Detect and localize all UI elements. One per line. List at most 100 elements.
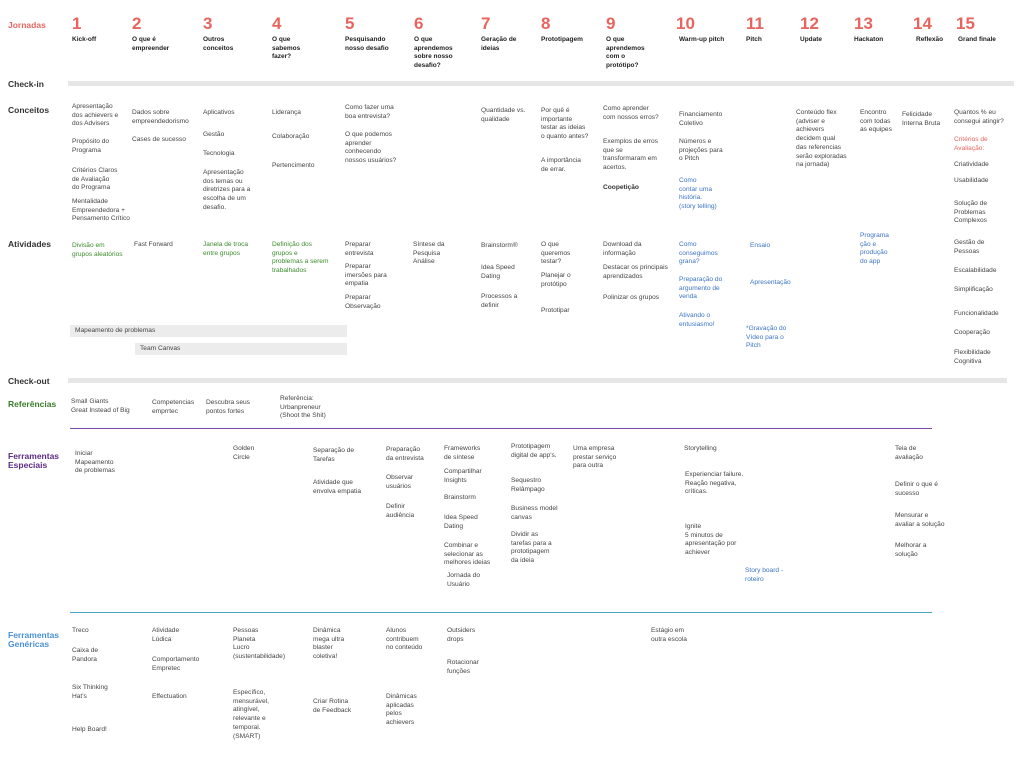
special-tool-item: Preparação da entrevista <box>386 446 424 462</box>
concept-item: Exemplos de erros que se transformaram e… <box>603 138 658 172</box>
concept-item: Funcionalidade <box>954 310 999 317</box>
reference-item: Small Giants Great Instead of Big <box>71 398 130 414</box>
special-tool-item: Experienciar failure. Reação negativa, c… <box>685 471 744 496</box>
activity-item: Fast Forward <box>134 241 173 248</box>
activity-item: Brainstorm® <box>481 242 518 249</box>
col-number: 14 <box>913 14 932 33</box>
activity-item: Apresentação <box>750 279 791 286</box>
concept-item: Mentalidade Empreendedora + Pensamento C… <box>72 198 130 223</box>
activity-item: Ativando o entusiasmo! <box>679 312 715 328</box>
col-title: Warm-up pitch <box>679 36 725 43</box>
col-number: 11 <box>746 14 764 33</box>
col-number: 13 <box>854 14 873 33</box>
concept-item: Cases de sucesso <box>132 136 186 143</box>
reference-item: Referência: Urbanpreneur (Shoot the Shit… <box>280 395 326 420</box>
activity-item: *Gravação do Vídeo para o Pitch <box>746 325 787 350</box>
special-tool-item: Sequestro Relâmpago <box>511 477 545 493</box>
concept-item: Dados sobre empreendedorismo <box>132 109 189 125</box>
activity-item: Processos a definir <box>481 293 518 309</box>
activity-item: Síntese da Pesquisa Análise <box>413 241 445 266</box>
col-title: Pesquisando nosso desafio <box>345 36 389 52</box>
row-label-referencias: Referências <box>8 399 57 409</box>
col-number: 6 <box>414 14 424 33</box>
special-tool-item: Frameworks de síntese <box>444 445 481 461</box>
concept-item: Usabilidade <box>954 177 989 184</box>
special-tool-item: Definir o que é sucesso <box>895 481 938 497</box>
concept-item: Critérios de Avaliação: <box>954 136 988 152</box>
checkin-bar <box>68 81 1014 86</box>
activity-item: O que queremos testar? <box>541 241 571 266</box>
concept-item: Escalabilidade <box>954 267 997 274</box>
col-title: O que aprendemos sobre nosso desafio? <box>414 36 453 69</box>
special-tool-item: Jornada do Usuário <box>447 572 480 588</box>
generic-tool-item: Atividade Lúdica <box>152 627 180 643</box>
activity-item: Como conseguimos grana? <box>679 241 718 266</box>
activity-item: Idea Speed Dating <box>481 264 515 280</box>
generic-tool-item: Outsiders drops <box>447 627 476 643</box>
concept-item: Como fazer uma boa entrevista? <box>345 104 394 120</box>
col-title: Pitch <box>746 36 762 43</box>
special-tool-item: Mensurar e avaliar a solução <box>895 512 945 528</box>
special-tool-item: Atividade que envolva empatia <box>313 479 362 495</box>
generic-tool-item: Comportamento Empretec <box>152 656 200 672</box>
activity-item: Divisão em grupos aleatórios <box>72 242 123 258</box>
generic-tool-item: Effectuation <box>152 693 187 700</box>
generic-tool-item: Rotacionar funções <box>447 659 479 675</box>
col-number: 5 <box>345 14 355 33</box>
generic-tool-item: Criar Rotina de Feedback <box>313 698 352 714</box>
activity-item: Planejar o protótipo <box>541 272 571 288</box>
generic-tool-item: Estágio em outra escola <box>651 627 687 643</box>
concept-item: Como aprender com nossos erros? <box>603 105 659 121</box>
concept-item: Apresentação dos temas ou diretrizes par… <box>203 169 251 211</box>
col-title: Prototipagem <box>541 36 583 43</box>
row-label-jornadas: Jornadas <box>8 20 46 30</box>
concept-item: Quantos % eu consegui atingir? <box>954 109 1004 125</box>
concept-item: Encontro com todas as equipes <box>860 109 892 134</box>
concept-item: Tecnologia <box>203 150 235 157</box>
col-title: Reflexão <box>916 36 944 43</box>
special-tool-item: Separação de Tarefas <box>313 447 355 463</box>
reference-item: Descubra seus pontos fortes <box>206 399 250 415</box>
concept-item: Apresentação dos achievers e dos Adviser… <box>72 103 119 128</box>
generic-tool-item: Caixa de Pandora <box>72 647 99 663</box>
col-number: 9 <box>606 14 616 33</box>
checkout-bar <box>68 378 1007 383</box>
special-tool-item: Story board - roteiro <box>745 567 784 583</box>
activity-item: Programa ção e produção do app <box>860 232 889 266</box>
concept-item: Quantidade vs. qualidade <box>481 107 526 123</box>
special-tool-item: Business model canvas <box>511 505 558 521</box>
concept-item: Pertencimento <box>272 162 315 169</box>
generic-tool-item: Treco <box>72 627 89 634</box>
col-title: Update <box>800 36 823 43</box>
mapeamento-bar: Mapeamento de problemas <box>70 325 347 337</box>
row-label-atividades: Atividades <box>8 239 51 249</box>
col-number: 4 <box>272 14 282 33</box>
concept-item: Propósito do Programa <box>72 138 110 154</box>
generic-tool-item: Pessoas Planeta Lucro (sustentabilidade) <box>233 627 286 661</box>
generic-tool-item: Alunos contribuem no conteúdo <box>386 627 423 652</box>
row-label-checkout: Check-out <box>8 376 50 386</box>
concept-item: Como contar uma história. (story telling… <box>679 177 717 211</box>
col-number: 12 <box>800 14 819 33</box>
col-title: O que sabemos fazer? <box>272 36 301 61</box>
special-tool-item: Melhorar a solução <box>895 542 927 558</box>
special-tool-item: Golden Circle <box>233 445 255 461</box>
concept-item: Criatividade <box>954 161 989 168</box>
activity-item: Download da informação <box>603 241 642 257</box>
concept-item: Gestão <box>203 131 225 138</box>
col-number: 15 <box>956 14 975 33</box>
reference-item: Competencias emprrtec <box>152 399 195 415</box>
row-label-conceitos: Conceitos <box>8 105 50 115</box>
special-tool-item: Combinar e selecionar as melhores ideias <box>444 542 491 567</box>
activity-item: Definição dos grupos e problemas a serem… <box>272 241 329 275</box>
generic-tool-item: Six Thinking Hat's <box>72 684 108 700</box>
activity-item: Destacar os principais aprendizados <box>603 264 668 280</box>
col-number: 2 <box>132 14 142 33</box>
special-tool-item: Teia de avaliação <box>895 445 923 461</box>
concept-item: Critérios Claros de Avaliação do Program… <box>72 167 118 192</box>
col-title: Geração de ideias <box>481 36 517 52</box>
activity-item: Prototipar <box>541 307 570 314</box>
row-label-ferramentas-especiais: Ferramentas Especiais <box>8 451 60 470</box>
concept-item: O que podemos aprender conhecendo nossos… <box>345 131 397 165</box>
concept-item: Números e projeções para o Pitch <box>679 138 723 163</box>
